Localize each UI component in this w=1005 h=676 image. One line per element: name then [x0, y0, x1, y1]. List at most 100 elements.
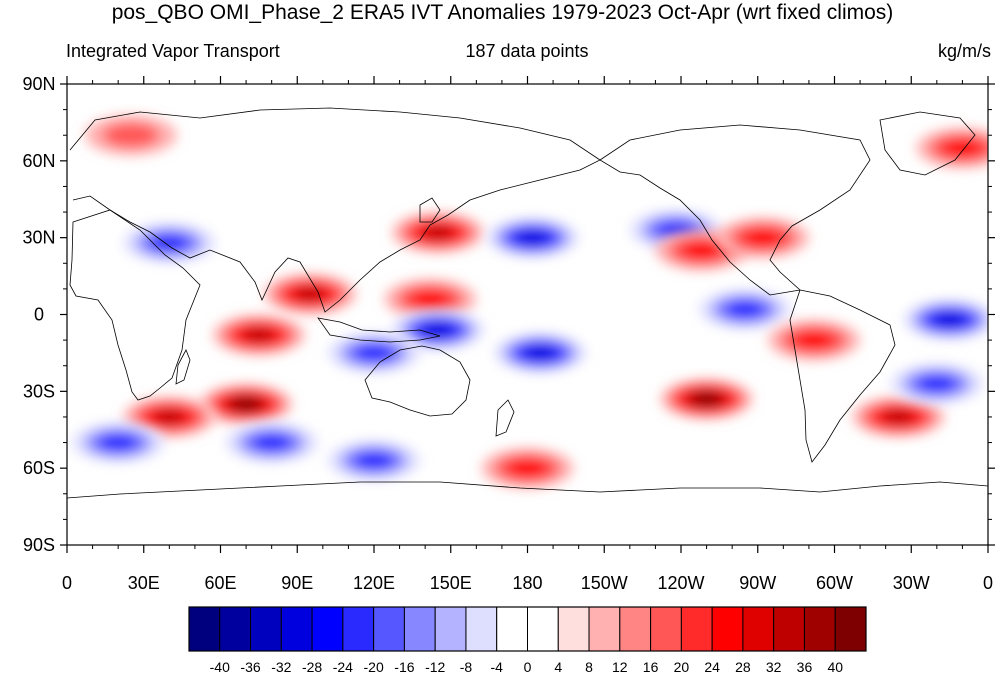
lat-tick-label: 90S	[23, 535, 55, 555]
colorbar-label: -36	[240, 659, 260, 675]
map-axes: 90N 60N 30N 0 30S 60S 90S 0 30E 60E 90E 120E 150E 180…	[22, 74, 995, 593]
anomaly-contour	[232, 398, 260, 410]
coastline-antarctica	[67, 481, 988, 499]
anomaly-blob	[264, 274, 357, 315]
lat-tick-label: 90N	[22, 74, 55, 94]
anomaly-contour	[516, 230, 549, 245]
colorbar-swatch	[527, 606, 559, 652]
colorbar-swatch	[373, 606, 405, 652]
anomaly-contour	[148, 233, 190, 252]
anomaly-blob	[903, 299, 988, 340]
anomaly-contour	[242, 328, 275, 342]
anomaly-blob	[486, 217, 579, 258]
colorbar-label: -8	[460, 659, 473, 675]
colorbar-swatch	[588, 606, 621, 652]
lat-tick-label: 60N	[22, 151, 55, 171]
anomaly-contour	[97, 433, 139, 452]
anomaly-contour	[933, 312, 966, 327]
colorbar-swatch	[650, 606, 682, 652]
anomaly-blob	[916, 128, 988, 169]
anomaly-blob	[890, 363, 983, 404]
anomaly-contour	[294, 287, 327, 301]
anomaly-blob	[225, 422, 318, 463]
anomaly-blob	[384, 279, 477, 320]
anomaly-blob	[768, 320, 861, 361]
anomaly-contour	[153, 409, 186, 424]
anomaly-blob	[328, 332, 420, 373]
colorbar-swatch	[803, 606, 836, 652]
colorbar-label: -4	[491, 659, 504, 675]
colorbar-swatch	[219, 606, 252, 652]
anomaly-contour	[251, 433, 293, 452]
coastlines	[67, 107, 988, 499]
anomaly-blob	[123, 222, 216, 263]
anomaly-contour	[524, 345, 557, 360]
colorbar-swatch	[311, 606, 344, 652]
colorbar-label: 8	[585, 659, 593, 675]
anomaly-blob	[716, 217, 809, 258]
coastline-new-zealand	[495, 399, 515, 437]
colorbar-swatch	[742, 606, 775, 652]
lat-tick-label: 0	[34, 305, 44, 325]
colorbar-label: -16	[394, 659, 414, 675]
colorbar-swatch	[619, 606, 652, 652]
anomaly-blob	[660, 379, 753, 420]
lon-tick-label: 60W	[816, 573, 853, 593]
anomaly-contour	[507, 459, 548, 478]
colorbar-swatch	[188, 606, 221, 652]
anomaly-contour	[421, 322, 454, 337]
lon-tick-label: 60E	[204, 573, 236, 593]
coastline-greenland	[879, 111, 976, 176]
colorbar-swatch	[434, 606, 467, 652]
coastline-eurasia	[69, 107, 601, 313]
units-label: kg/m/s	[937, 41, 991, 61]
anomaly-contour	[681, 241, 722, 260]
coastline-africa	[69, 209, 201, 401]
colorbar-label: -24	[333, 659, 353, 675]
anomaly-blob	[391, 309, 484, 350]
anomaly-blob	[494, 332, 587, 373]
colorbar-swatch	[557, 606, 590, 652]
coastline-australia	[364, 345, 471, 417]
coastline-japan	[419, 197, 441, 223]
lon-tick-label: 30W	[893, 573, 930, 593]
colorbar-swatch	[711, 606, 744, 652]
colorbar-label: 0	[524, 659, 532, 675]
anomaly-contour	[102, 122, 160, 148]
colorbar-label: 24	[704, 659, 720, 675]
anomaly-blob	[200, 384, 293, 425]
colorbar-label: -40	[210, 659, 230, 675]
lat-tick-label: 30N	[22, 228, 55, 248]
lon-tick-label: 90W	[739, 573, 776, 593]
colorbar-label: -28	[302, 659, 322, 675]
colorbar-label: 4	[554, 659, 562, 675]
colorbar-swatch	[834, 606, 867, 652]
colorbar-label: -12	[425, 659, 445, 675]
anomaly-blob	[72, 422, 165, 463]
colorbar-label: -32	[271, 659, 291, 675]
anomaly-contour	[941, 139, 983, 157]
anomaly-contour	[793, 331, 835, 349]
anomaly-contour	[882, 409, 915, 424]
colorbar-label: 36	[797, 659, 813, 675]
anomaly-blob	[328, 440, 420, 481]
lon-tick-label: 0	[983, 573, 993, 593]
colorbar-label: 40	[827, 659, 843, 675]
lat-tick-label: 60S	[23, 458, 55, 478]
lon-tick-label: 180	[512, 573, 542, 593]
colorbar: -40 -36 -32 -28 -24 -20 -16 -12 -8 -4 0 4 8 12 16 20 24 2…	[188, 606, 867, 675]
lon-tick-label: 150W	[581, 573, 628, 593]
coastline-north-america	[599, 124, 871, 296]
anomaly-blob	[852, 396, 945, 437]
lon-tick-label: 30E	[128, 573, 160, 593]
coastline-madagascar	[175, 349, 191, 385]
variable-label: Integrated Vapor Transport	[66, 41, 280, 61]
colorbar-swatch	[465, 606, 498, 652]
colorbar-swatch	[342, 606, 375, 652]
colorbar-swatch	[403, 606, 436, 652]
colorbar-swatch	[773, 606, 805, 652]
plot-title: pos_QBO OMI_Phase_2 ERA5 IVT Anomalies 1…	[111, 1, 894, 24]
lon-tick-label: 120W	[657, 573, 704, 593]
anomaly-contour	[409, 290, 451, 309]
anomaly-contour	[724, 300, 766, 319]
